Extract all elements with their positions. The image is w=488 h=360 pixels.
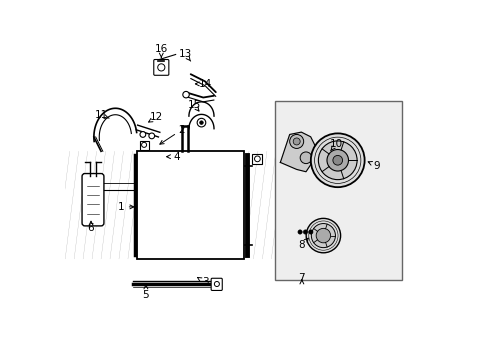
Circle shape [183, 91, 189, 98]
Circle shape [305, 219, 340, 253]
Text: 12: 12 [150, 112, 163, 122]
Circle shape [140, 132, 145, 137]
Circle shape [158, 64, 164, 71]
Bar [137, 151, 244, 259]
Text: 3: 3 [202, 277, 208, 287]
Circle shape [308, 230, 312, 234]
FancyBboxPatch shape [82, 174, 104, 226]
Circle shape [289, 134, 303, 148]
Circle shape [326, 149, 348, 171]
Circle shape [332, 156, 342, 165]
Text: 11: 11 [94, 111, 107, 121]
Circle shape [300, 152, 311, 163]
Circle shape [293, 138, 300, 145]
Circle shape [254, 156, 260, 162]
Circle shape [310, 134, 364, 187]
Circle shape [142, 142, 146, 147]
Text: 1: 1 [117, 202, 124, 212]
Text: 7: 7 [298, 273, 305, 283]
Text: 9: 9 [373, 161, 380, 171]
Circle shape [197, 118, 205, 127]
Text: 4: 4 [173, 152, 179, 162]
Text: 2: 2 [178, 125, 184, 135]
Circle shape [214, 282, 219, 287]
Text: 8: 8 [298, 240, 305, 250]
Circle shape [148, 133, 154, 139]
Circle shape [318, 141, 356, 180]
Circle shape [199, 121, 203, 125]
Text: 16: 16 [154, 44, 167, 54]
Circle shape [316, 228, 330, 243]
Bar [274, 101, 402, 280]
Circle shape [303, 230, 307, 234]
Text: 10: 10 [329, 139, 342, 149]
Circle shape [311, 224, 335, 248]
FancyBboxPatch shape [153, 59, 168, 75]
Polygon shape [280, 132, 315, 172]
Circle shape [297, 230, 302, 234]
Text: 15: 15 [187, 100, 201, 111]
Text: 5: 5 [142, 291, 149, 301]
Text: 13: 13 [178, 49, 192, 59]
Bar [252, 154, 262, 164]
Bar [140, 140, 148, 149]
FancyBboxPatch shape [211, 278, 222, 291]
Text: 14: 14 [198, 79, 211, 89]
Text: 6: 6 [87, 224, 94, 233]
